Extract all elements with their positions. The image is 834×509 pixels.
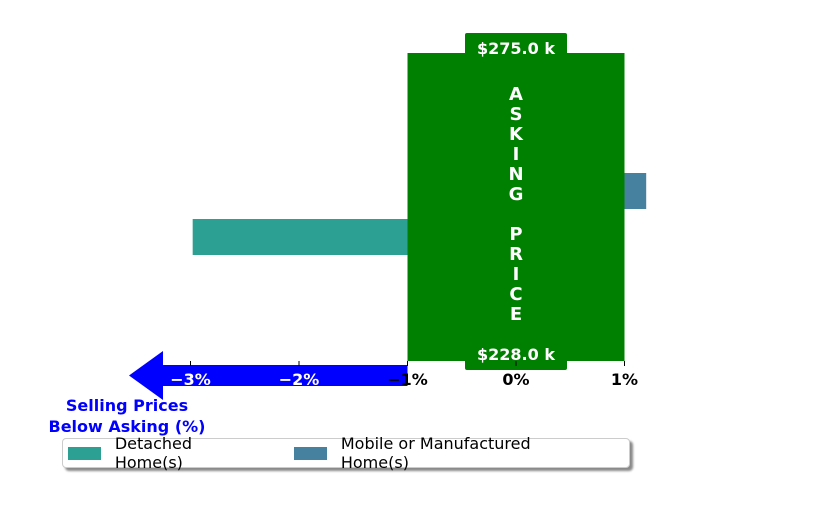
asking-price-letter: I	[513, 264, 520, 285]
x-tick-label: −2%	[279, 370, 320, 389]
asking-price-letter: A	[509, 84, 523, 105]
price-label-bottom: $228.0 k	[477, 345, 555, 364]
legend: Detached Home(s) Mobile or Manufactured …	[62, 434, 630, 472]
x-tick-label: 1%	[611, 370, 638, 389]
asking-price-letter: R	[509, 244, 523, 265]
asking-price-letter: N	[508, 164, 523, 185]
legend-swatch-mobile	[294, 446, 327, 460]
bar-series	[192, 53, 647, 361]
asking-price-letter: G	[509, 184, 524, 205]
below-asking-arrow	[129, 351, 408, 400]
legend-label-detached: Detached Home(s)	[114, 434, 193, 472]
asking-price-letter: S	[510, 104, 523, 125]
x-tick-label: −3%	[170, 370, 211, 389]
legend-label-mobile: Mobile or Manufactured Home(s)	[340, 434, 531, 472]
legend-item-detached: Detached Home(s)	[68, 434, 260, 472]
price-box-bottom	[465, 339, 567, 370]
asking-band-overlay	[407, 53, 625, 361]
price-box-top	[465, 33, 567, 64]
asking-price-letter: I	[513, 144, 520, 165]
x-tick-label: 0%	[502, 370, 529, 389]
arrow-caption-line1: Selling Prices	[66, 396, 188, 415]
asking-price-letter: K	[509, 124, 524, 145]
asking-price-letter: C	[509, 284, 522, 305]
price-label-top: $275.0 k	[477, 39, 555, 58]
arrow-caption-line2: Below Asking (%)	[49, 417, 206, 436]
x-tick-label: −1%	[387, 370, 428, 389]
asking-price-letter: E	[510, 304, 522, 325]
legend-swatch-detached	[68, 446, 101, 460]
x-axis-ticks: −3% −2% −1% 0% 1%	[170, 361, 638, 389]
asking-price-letter: P	[509, 224, 522, 245]
legend-item-mobile: Mobile or Manufactured Home(s)	[294, 434, 595, 472]
arrow-shape	[129, 351, 408, 400]
